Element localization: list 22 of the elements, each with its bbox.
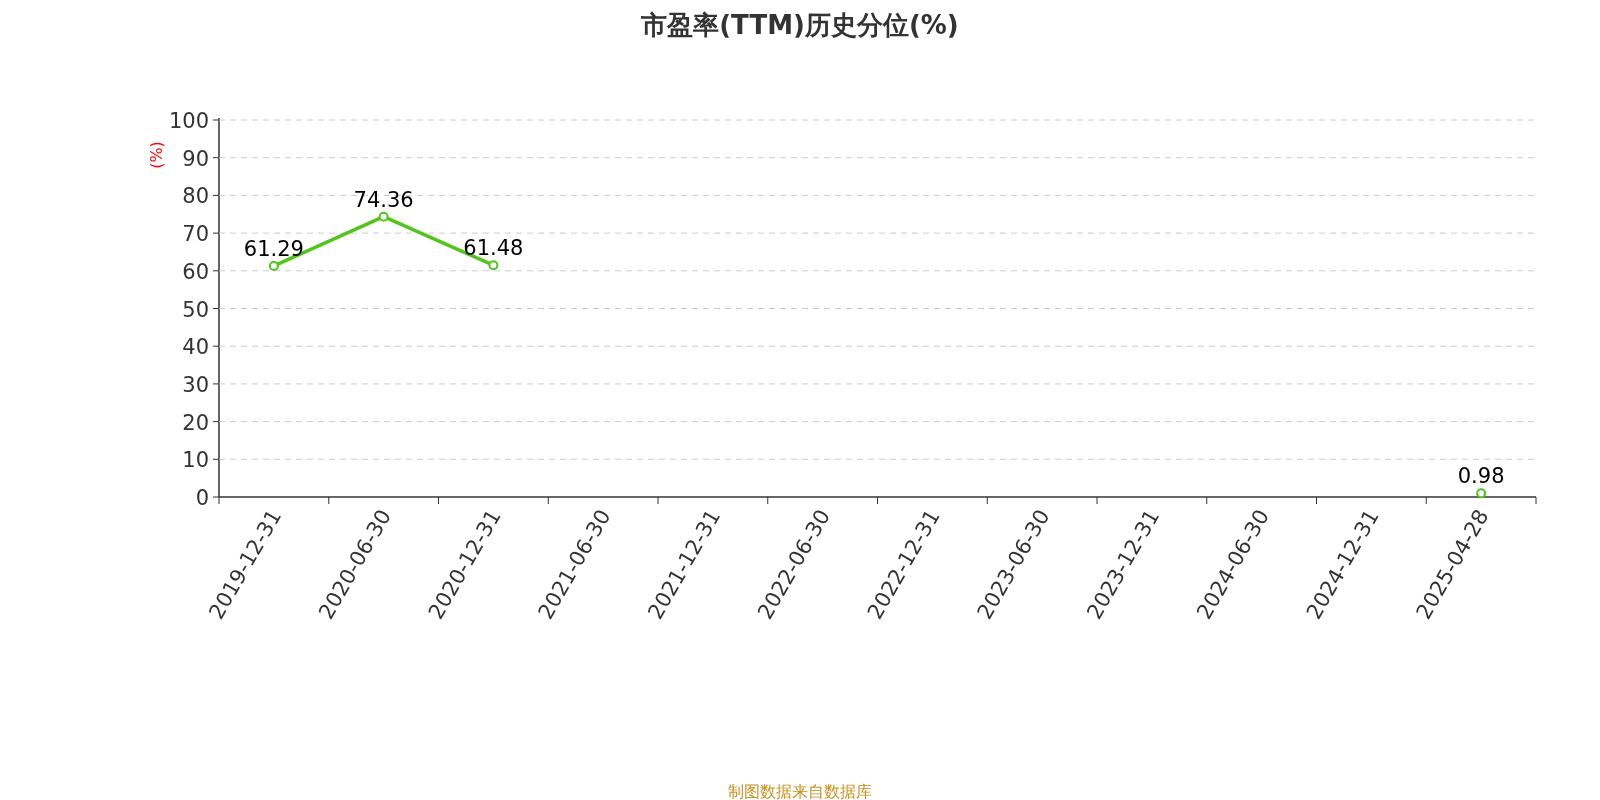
y-axis-title: (%)	[147, 141, 166, 169]
y-tick-label: 60	[182, 259, 209, 284]
y-tick-label: 100	[168, 109, 209, 133]
point	[268, 260, 279, 271]
y-tick-label: 50	[182, 297, 209, 322]
y-tick-label: 40	[182, 335, 209, 360]
text: 制图数据来自数据库	[728, 782, 872, 800]
point	[378, 211, 389, 222]
y-tick-label: 90	[182, 146, 209, 171]
data-label: 61.29	[243, 236, 304, 261]
y-tick-label: 70	[182, 222, 209, 247]
point	[488, 260, 499, 271]
y-tick-label: 80	[182, 184, 209, 209]
data-label: 61.48	[463, 236, 524, 261]
data-label: 74.36	[353, 187, 414, 212]
point	[1476, 488, 1487, 499]
y-tick-label: 20	[182, 410, 209, 435]
y-tick-label: 30	[182, 372, 209, 397]
data-label: 0.98	[1457, 464, 1505, 489]
y-tick-label: 0	[195, 486, 209, 510]
chart-title: 市盈率(TTM)历史分位(%)	[640, 10, 959, 40]
y-tick-label: 10	[182, 448, 209, 473]
